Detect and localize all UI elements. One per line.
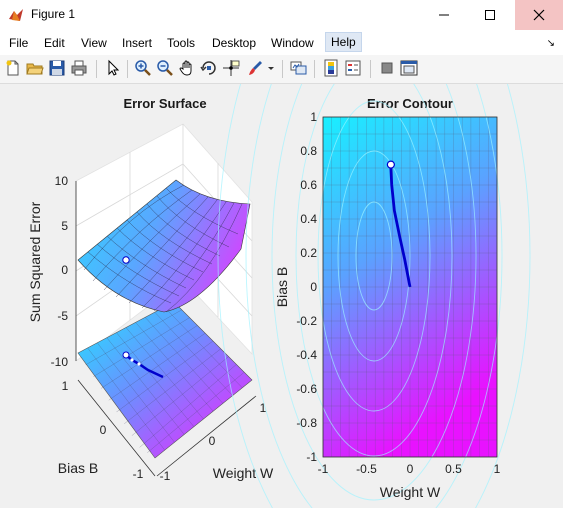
- contour-trajectory-line: [389, 167, 412, 288]
- contour-y-axis-label: Bias B: [274, 267, 290, 307]
- contour-y-tick-label: 0: [310, 280, 317, 294]
- surface-mesh: [77, 179, 251, 313]
- toolbar-separator: [282, 60, 283, 78]
- menu-file[interactable]: File: [9, 36, 29, 50]
- menu-view[interactable]: View: [81, 36, 107, 50]
- brush-dropdown-icon[interactable]: [266, 59, 276, 77]
- close-button[interactable]: [515, 0, 563, 30]
- insert-legend-icon[interactable]: [344, 59, 362, 77]
- contour-y-axis: 1 0.8 0.6 0.4 0.2 0 -0.2 -0.4 -0.6 -0.8 -1: [296, 110, 317, 464]
- maximize-icon: [485, 10, 495, 20]
- contour-title: Error Contour: [367, 96, 453, 111]
- save-icon[interactable]: [48, 59, 66, 77]
- x-tick-label: -1: [160, 469, 171, 483]
- z-tick-label: 10: [55, 174, 69, 188]
- surface-title: Error Surface: [123, 96, 206, 111]
- link-plot-icon[interactable]: [290, 59, 308, 77]
- contour-y-tick-label: -0.2: [296, 314, 317, 328]
- surface-y-axis: 1 0 -1 Bias B: [58, 379, 156, 481]
- z-tick-label: 5: [61, 219, 68, 233]
- brush-icon[interactable]: [246, 59, 264, 77]
- zoom-out-icon[interactable]: [156, 59, 174, 77]
- y-tick-label: 1: [62, 379, 69, 393]
- z-tick-label: -10: [51, 355, 69, 369]
- menu-insert[interactable]: Insert: [122, 36, 153, 50]
- pan-icon[interactable]: [178, 59, 196, 77]
- toolbar-separator: [127, 60, 128, 78]
- surface-floor-colormap: [77, 301, 253, 459]
- print-icon[interactable]: [70, 59, 88, 77]
- menu-window[interactable]: Window: [271, 36, 314, 50]
- error-contour-axes[interactable]: Error Contour 1 0.8 0.6 0.4 0.2 0 -0.2 -0.4 -0.6…: [217, 0, 531, 513]
- menu-tools[interactable]: Tools: [167, 36, 196, 50]
- matlab-figure-icon: [9, 9, 23, 21]
- figure-svg: Error Surface: [27, 0, 531, 513]
- toolbar: [0, 55, 563, 84]
- open-file-icon[interactable]: [26, 59, 44, 77]
- contour-axes-box: [322, 116, 498, 458]
- z-tick-label: 0: [61, 263, 68, 277]
- contour-x-tick-label: 0: [407, 462, 414, 476]
- toolbar-separator: [96, 60, 97, 78]
- y-axis-label: Bias B: [58, 460, 98, 476]
- hide-plot-tools-icon[interactable]: [378, 59, 396, 77]
- contour-start-marker: [386, 160, 395, 169]
- z-axis-label: Sum Squared Error: [27, 201, 43, 322]
- pointer-icon[interactable]: [104, 59, 122, 77]
- y-tick-label: -1: [133, 467, 144, 481]
- contour-y-tick-label: 0.2: [300, 246, 317, 260]
- minimize-button[interactable]: [421, 0, 467, 30]
- contour-y-tick-label: 0.6: [300, 178, 317, 192]
- contour-x-tick-label: 1: [494, 462, 501, 476]
- contour-y-tick-label: -0.6: [296, 382, 317, 396]
- data-cursor-icon[interactable]: [222, 59, 240, 77]
- x-axis-label: Weight W: [213, 465, 274, 481]
- contour-y-tick-label: 1: [310, 110, 317, 124]
- contour-x-axis-label: Weight W: [380, 484, 441, 500]
- title-bar: Figure 1: [0, 0, 563, 31]
- show-plot-tools-icon[interactable]: [400, 59, 418, 77]
- minimize-icon: [439, 14, 449, 16]
- contour-y-tick-label: 0.4: [300, 212, 317, 226]
- contour-x-axis: -1 -0.5 0 0.5 1: [318, 462, 501, 476]
- insert-colorbar-icon[interactable]: [322, 59, 340, 77]
- contour-y-tick-label: -0.4: [296, 348, 317, 362]
- new-figure-icon[interactable]: [4, 59, 22, 77]
- toolbar-separator: [314, 60, 315, 78]
- floor-start-marker: [122, 351, 130, 359]
- surface-z-axis: 10 5 0 -5 -10 Sum Squared Error: [27, 174, 77, 369]
- zoom-in-icon[interactable]: [134, 59, 152, 77]
- contour-y-tick-label: 0.8: [300, 144, 317, 158]
- contour-y-tick-label: -1: [306, 450, 317, 464]
- menu-help[interactable]: Help: [325, 32, 362, 52]
- close-icon: [533, 9, 545, 21]
- rotate-3d-icon[interactable]: [200, 59, 218, 77]
- maximize-button[interactable]: [467, 0, 513, 30]
- error-surface-axes[interactable]: Error Surface: [27, 96, 274, 483]
- menu-bar: File Edit View Insert Tools Desktop Wind…: [0, 31, 563, 55]
- surface-start-marker: [122, 256, 130, 264]
- x-tick-label: 1: [260, 401, 267, 415]
- contour-x-tick-label: -1: [318, 462, 329, 476]
- x-tick-label: 0: [209, 434, 216, 448]
- menu-edit[interactable]: Edit: [44, 36, 65, 50]
- menu-overflow-icon[interactable]: ↘: [546, 38, 555, 49]
- y-tick-label: 0: [100, 423, 107, 437]
- contour-x-tick-label: 0.5: [445, 462, 462, 476]
- window-title: Figure 1: [31, 7, 76, 21]
- contour-x-tick-label: -0.5: [356, 462, 377, 476]
- toolbar-separator: [370, 60, 371, 78]
- contour-lines: [217, 0, 531, 513]
- surface-x-axis: -1 0 1 Weight W: [156, 395, 274, 483]
- contour-y-tick-label: -0.8: [296, 416, 317, 430]
- menu-desktop[interactable]: Desktop: [212, 36, 257, 50]
- z-tick-label: -5: [57, 309, 68, 323]
